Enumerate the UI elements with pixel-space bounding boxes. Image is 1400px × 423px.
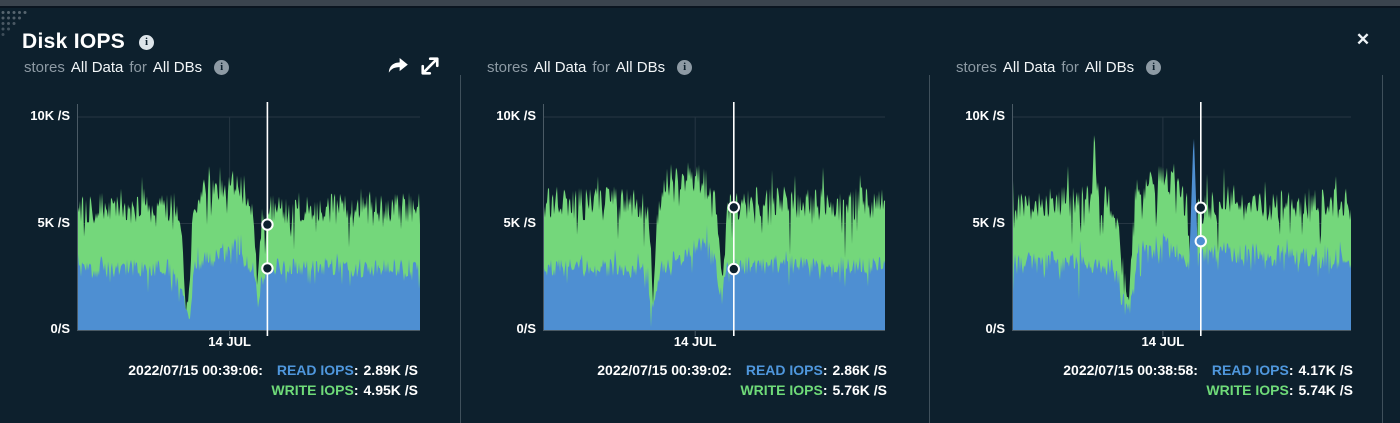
x-tick-label: 14 JUL — [673, 334, 717, 349]
subtitle-prefix: stores — [956, 59, 997, 76]
y-tick-0: 0/S — [50, 321, 70, 336]
read-iops-value: 2.86K /S — [832, 362, 887, 378]
subtitle-scope: All Data — [1002, 59, 1056, 76]
page-title: Disk IOPS — [22, 30, 126, 53]
chart-panels-row: Disk IOPS i stores All Data for All DBs … — [0, 8, 1400, 423]
subtitle-connector: for — [1061, 59, 1079, 76]
read-iops-label: READ IOPS — [1211, 362, 1289, 378]
separator: : — [1288, 382, 1294, 398]
y-tick-5k: 5K /S — [972, 215, 1005, 230]
chart-actions — [386, 55, 442, 79]
write-iops-label: WRITE IOPS — [740, 382, 823, 398]
chart-panel-stores-1: Disk IOPS i stores All Data for All DBs … — [0, 8, 460, 423]
chart-panel-stores-3: stores All Data for All DBs i 10K /S 5K … — [929, 8, 1383, 423]
share-arrow-icon — [388, 58, 408, 73]
chart-subtitle: stores All Data for All DBs i — [24, 59, 230, 76]
y-tick-10k: 10K /S — [30, 108, 70, 123]
y-tick-5k: 5K /S — [37, 215, 70, 230]
subtitle-info-icon[interactable]: i — [677, 60, 693, 75]
readout-timestamp: 2022/07/15 00:39:02: — [597, 362, 732, 378]
cursor-readout: 2022/07/15 00:39:06: READ IOPS: 2.89K /S … — [128, 360, 418, 400]
readout-timestamp: 2022/07/15 00:38:58: — [1063, 362, 1198, 378]
chart-subtitle: stores All Data for All DBs i — [956, 59, 1162, 76]
write-iops-label: WRITE IOPS — [271, 382, 354, 398]
separator: : — [1288, 362, 1294, 378]
subtitle-prefix: stores — [487, 59, 528, 76]
y-tick-0: 0/S — [985, 321, 1005, 336]
write-iops-label: WRITE IOPS — [1206, 382, 1289, 398]
y-tick-10k: 10K /S — [496, 108, 536, 123]
subtitle-target: All DBs — [615, 59, 666, 76]
y-axis-labels: 10K /S 5K /S 0/S — [955, 96, 1012, 341]
subtitle-info-icon[interactable]: i — [214, 60, 230, 75]
separator: : — [822, 362, 828, 378]
chart-panel-stores-2: stores All Data for All DBs i 10K /S 5K … — [460, 8, 929, 423]
subtitle-target: All DBs — [152, 59, 203, 76]
cursor-readout: 2022/07/15 00:38:58: READ IOPS: 4.17K /S … — [1063, 360, 1353, 400]
write-iops-value: 5.76K /S — [832, 382, 887, 398]
cursor-readout: 2022/07/15 00:39:02: READ IOPS: 2.86K /S … — [597, 360, 887, 400]
subtitle-connector: for — [592, 59, 610, 76]
subtitle-prefix: stores — [24, 59, 65, 76]
y-tick-10k: 10K /S — [965, 108, 1005, 123]
close-icon[interactable]: ✕ — [1352, 29, 1374, 51]
widget-title-row: Disk IOPS i — [22, 30, 155, 54]
y-tick-0: 0/S — [516, 321, 536, 336]
y-tick-5k: 5K /S — [503, 215, 536, 230]
drag-handle-dots-icon — [1, 11, 27, 36]
subtitle-scope: All Data — [70, 59, 124, 76]
right-gutter — [1383, 8, 1400, 423]
chart-subtitle: stores All Data for All DBs i — [487, 59, 693, 76]
share-chart-button[interactable] — [386, 55, 410, 79]
y-axis-labels: 10K /S 5K /S 0/S — [486, 96, 543, 341]
y-axis-labels: 10K /S 5K /S 0/S — [20, 96, 77, 341]
readout-timestamp: 2022/07/15 00:39:06: — [128, 362, 263, 378]
x-tick-label: 14 JUL — [208, 334, 251, 349]
window-top-strip — [0, 0, 1400, 8]
read-iops-label: READ IOPS — [276, 362, 354, 378]
read-iops-value: 2.89K /S — [363, 362, 418, 378]
plot-area[interactable] — [1012, 96, 1351, 341]
read-iops-value: 4.17K /S — [1298, 362, 1353, 378]
expand-chart-button[interactable] — [418, 55, 442, 79]
plot-area[interactable] — [543, 96, 885, 341]
separator: : — [353, 382, 359, 398]
write-iops-value: 5.74K /S — [1298, 382, 1353, 398]
subtitle-scope: All Data — [533, 59, 587, 76]
iops-chart[interactable]: 10K /S 5K /S 0/S 14 JUL — [486, 96, 885, 356]
separator: : — [353, 362, 359, 378]
title-info-icon[interactable]: i — [139, 34, 155, 50]
subtitle-target: All DBs — [1084, 59, 1135, 76]
subtitle-info-icon[interactable]: i — [1146, 60, 1162, 75]
subtitle-connector: for — [129, 59, 147, 76]
expand-diagonal-icon — [421, 57, 439, 75]
plot-area[interactable] — [77, 96, 420, 341]
iops-chart[interactable]: 10K /S 5K /S 0/S 14 JUL — [955, 96, 1351, 356]
write-iops-value: 4.95K /S — [363, 382, 418, 398]
separator: : — [822, 382, 828, 398]
x-tick-label: 14 JUL — [1141, 334, 1185, 349]
iops-chart[interactable]: 10K /S 5K /S 0/S 14 JUL — [20, 96, 420, 356]
read-iops-label: READ IOPS — [745, 362, 823, 378]
